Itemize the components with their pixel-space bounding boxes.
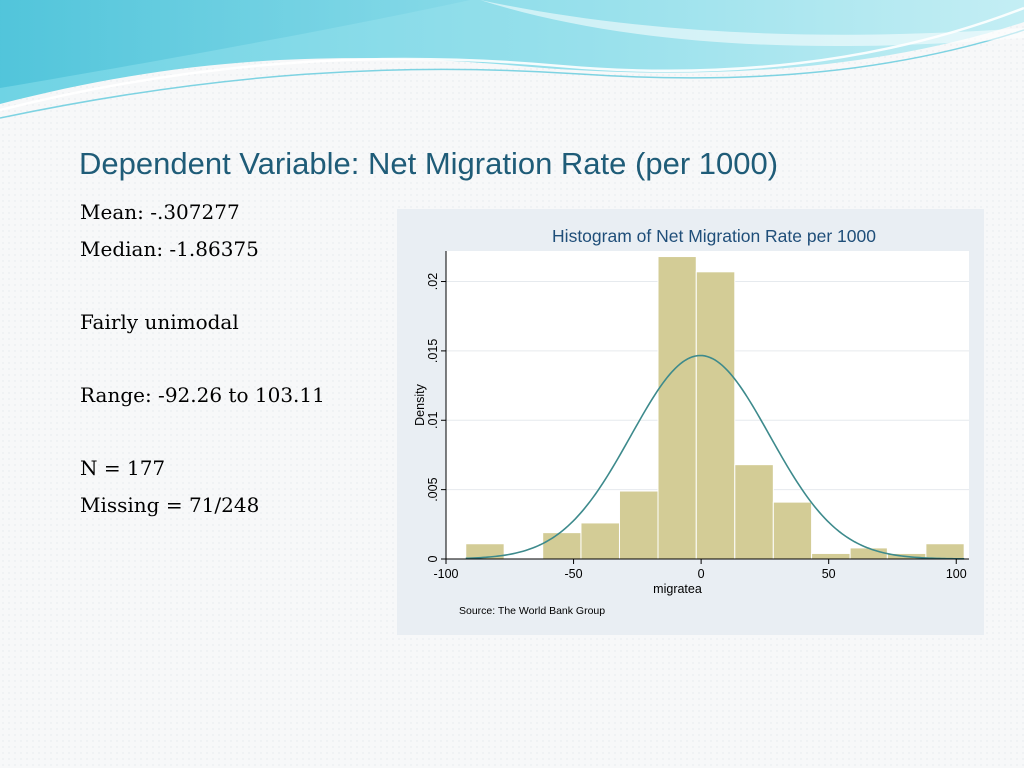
- y-tick-label: 0: [426, 555, 440, 562]
- histogram-bar: [580, 522, 620, 560]
- histogram-bar: [849, 547, 888, 560]
- spacer: [80, 267, 380, 304]
- histogram-bar: [657, 256, 697, 560]
- chart-title: Histogram of Net Migration Rate per 1000: [552, 226, 876, 246]
- source-note: Source: The World Bank Group: [459, 605, 605, 617]
- histogram-bar: [542, 532, 582, 560]
- spacer: [80, 340, 380, 377]
- x-tick-label: -100: [433, 567, 458, 581]
- axes: [441, 251, 969, 564]
- x-tick-label: -50: [565, 567, 583, 581]
- header-wave-decoration: [0, 0, 1024, 119]
- mean-stat: Mean: -.307277: [80, 200, 240, 224]
- missing-stat: Missing = 71/248: [80, 492, 260, 517]
- y-axis-label: Density: [413, 383, 427, 425]
- tick-labels: -100 -50 0 50 100 0 .005 .01 .015 .02: [426, 273, 967, 581]
- histogram-bar: [811, 552, 851, 560]
- median-stat: Median: -1.86375: [80, 236, 259, 261]
- histogram-svg: Histogram of Net Migration Rate per 1000…: [413, 226, 969, 617]
- y-tick-label: .01: [426, 412, 440, 429]
- histogram-bar: [925, 543, 965, 560]
- y-tick-label: .02: [426, 273, 440, 290]
- shape-note: Fairly unimodal: [80, 309, 239, 334]
- slide-title: Dependent Variable: Net Migration Rate (…: [79, 146, 779, 181]
- histogram-chart: Histogram of Net Migration Rate per 1000…: [397, 209, 984, 635]
- normal-density-curve: [465, 354, 965, 560]
- x-tick-label: 100: [946, 567, 967, 581]
- x-tick-label: 0: [698, 567, 705, 581]
- histogram-bar: [695, 271, 736, 560]
- histogram-bars: [465, 256, 965, 560]
- n-stat: N = 177: [80, 456, 166, 481]
- y-tick-label: .005: [426, 477, 440, 501]
- spacer: [80, 414, 380, 451]
- range-stat: Range: -92.26 to 103.11: [80, 382, 325, 407]
- histogram-bar: [772, 501, 813, 560]
- x-tick-label: 50: [822, 567, 836, 581]
- histogram-bar: [734, 464, 774, 560]
- histogram-bar: [618, 490, 659, 560]
- y-tick-label: .015: [426, 339, 440, 363]
- x-axis-label: migratea: [653, 582, 702, 596]
- summary-statistics: Mean: -.307277 Median: -1.86375 Fairly u…: [80, 194, 380, 523]
